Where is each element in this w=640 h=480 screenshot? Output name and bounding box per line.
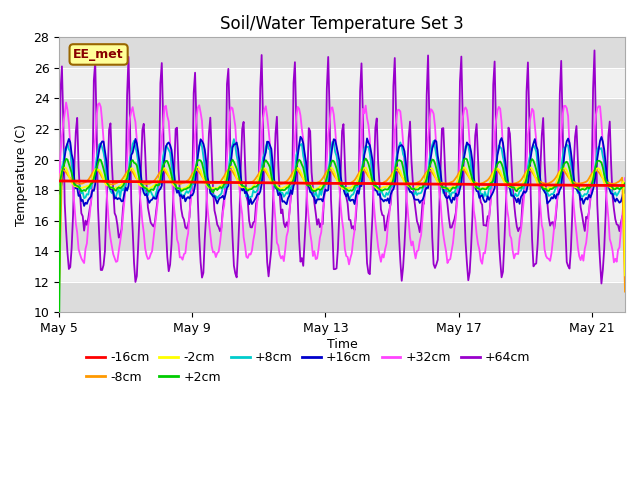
+32cm xyxy=(163,113,171,119)
Line: +32cm: +32cm xyxy=(59,103,625,264)
+64cm xyxy=(621,179,629,185)
+8cm xyxy=(356,183,364,189)
+8cm xyxy=(399,151,407,157)
-8cm xyxy=(621,288,629,294)
-8cm xyxy=(447,180,454,185)
+16cm xyxy=(448,200,456,206)
+16cm xyxy=(621,190,629,196)
Line: +64cm: +64cm xyxy=(59,50,625,284)
+64cm xyxy=(591,48,598,53)
+64cm xyxy=(55,177,63,183)
Bar xyxy=(59,98,625,129)
+2cm xyxy=(461,156,469,161)
+8cm xyxy=(426,157,433,163)
+2cm xyxy=(55,322,63,327)
Legend: -16cm, -8cm, -2cm, +2cm, +8cm, +16cm, +32cm, +64cm: -16cm, -8cm, -2cm, +2cm, +8cm, +16cm, +3… xyxy=(81,347,535,389)
+32cm xyxy=(621,175,629,181)
Line: +2cm: +2cm xyxy=(59,158,625,324)
+8cm xyxy=(449,190,457,195)
+2cm xyxy=(621,180,629,186)
+16cm xyxy=(426,167,433,172)
+8cm xyxy=(621,186,629,192)
-16cm xyxy=(353,180,361,186)
+8cm xyxy=(230,136,237,142)
+16cm xyxy=(449,195,457,201)
+32cm xyxy=(448,248,456,253)
+2cm xyxy=(423,176,431,182)
+16cm xyxy=(356,183,364,189)
+64cm xyxy=(162,227,170,232)
+32cm xyxy=(399,139,407,145)
+64cm xyxy=(423,93,431,98)
-2cm xyxy=(398,172,406,178)
-8cm xyxy=(226,167,234,172)
Text: EE_met: EE_met xyxy=(74,48,124,61)
-2cm xyxy=(424,168,432,174)
-2cm xyxy=(448,184,456,190)
+2cm xyxy=(353,182,361,188)
Bar xyxy=(59,37,625,68)
+64cm xyxy=(397,258,404,264)
+64cm xyxy=(353,190,361,196)
-2cm xyxy=(621,273,629,278)
+32cm xyxy=(62,100,70,106)
Bar xyxy=(59,282,625,312)
-16cm xyxy=(162,179,170,185)
+32cm xyxy=(449,240,457,246)
+2cm xyxy=(162,158,170,164)
-2cm xyxy=(55,269,63,275)
Line: +16cm: +16cm xyxy=(59,137,625,206)
+32cm xyxy=(345,262,353,267)
Bar xyxy=(59,159,625,190)
+8cm xyxy=(55,182,63,188)
-8cm xyxy=(398,174,406,180)
-2cm xyxy=(355,174,362,180)
Line: +8cm: +8cm xyxy=(59,139,625,201)
-2cm xyxy=(228,164,236,169)
+16cm xyxy=(296,134,304,140)
+32cm xyxy=(55,180,63,186)
+16cm xyxy=(55,191,63,196)
+2cm xyxy=(445,188,452,193)
-16cm xyxy=(55,178,63,184)
Title: Soil/Water Temperature Set 3: Soil/Water Temperature Set 3 xyxy=(220,15,464,33)
Line: -8cm: -8cm xyxy=(59,169,625,291)
Bar xyxy=(59,221,625,251)
-8cm xyxy=(448,179,456,185)
+16cm xyxy=(163,141,171,146)
-8cm xyxy=(355,170,362,176)
+32cm xyxy=(426,118,433,124)
+16cm xyxy=(80,203,88,209)
+64cm xyxy=(447,225,454,230)
+64cm xyxy=(445,215,452,221)
-16cm xyxy=(397,181,404,187)
+64cm xyxy=(598,281,605,287)
-8cm xyxy=(424,168,432,173)
+2cm xyxy=(447,188,454,194)
+16cm xyxy=(399,144,407,150)
-2cm xyxy=(447,185,454,191)
-2cm xyxy=(162,167,170,173)
X-axis label: Time: Time xyxy=(326,338,358,351)
-16cm xyxy=(445,181,452,187)
+8cm xyxy=(448,190,456,196)
+8cm xyxy=(345,198,353,204)
-16cm xyxy=(423,181,431,187)
Y-axis label: Temperature (C): Temperature (C) xyxy=(15,124,28,226)
-8cm xyxy=(162,169,170,175)
-16cm xyxy=(621,182,629,188)
-8cm xyxy=(55,286,63,291)
Line: -16cm: -16cm xyxy=(59,181,625,185)
Line: -2cm: -2cm xyxy=(59,167,625,276)
+2cm xyxy=(397,158,404,164)
-16cm xyxy=(447,181,454,187)
+32cm xyxy=(356,156,364,162)
+8cm xyxy=(162,143,170,149)
